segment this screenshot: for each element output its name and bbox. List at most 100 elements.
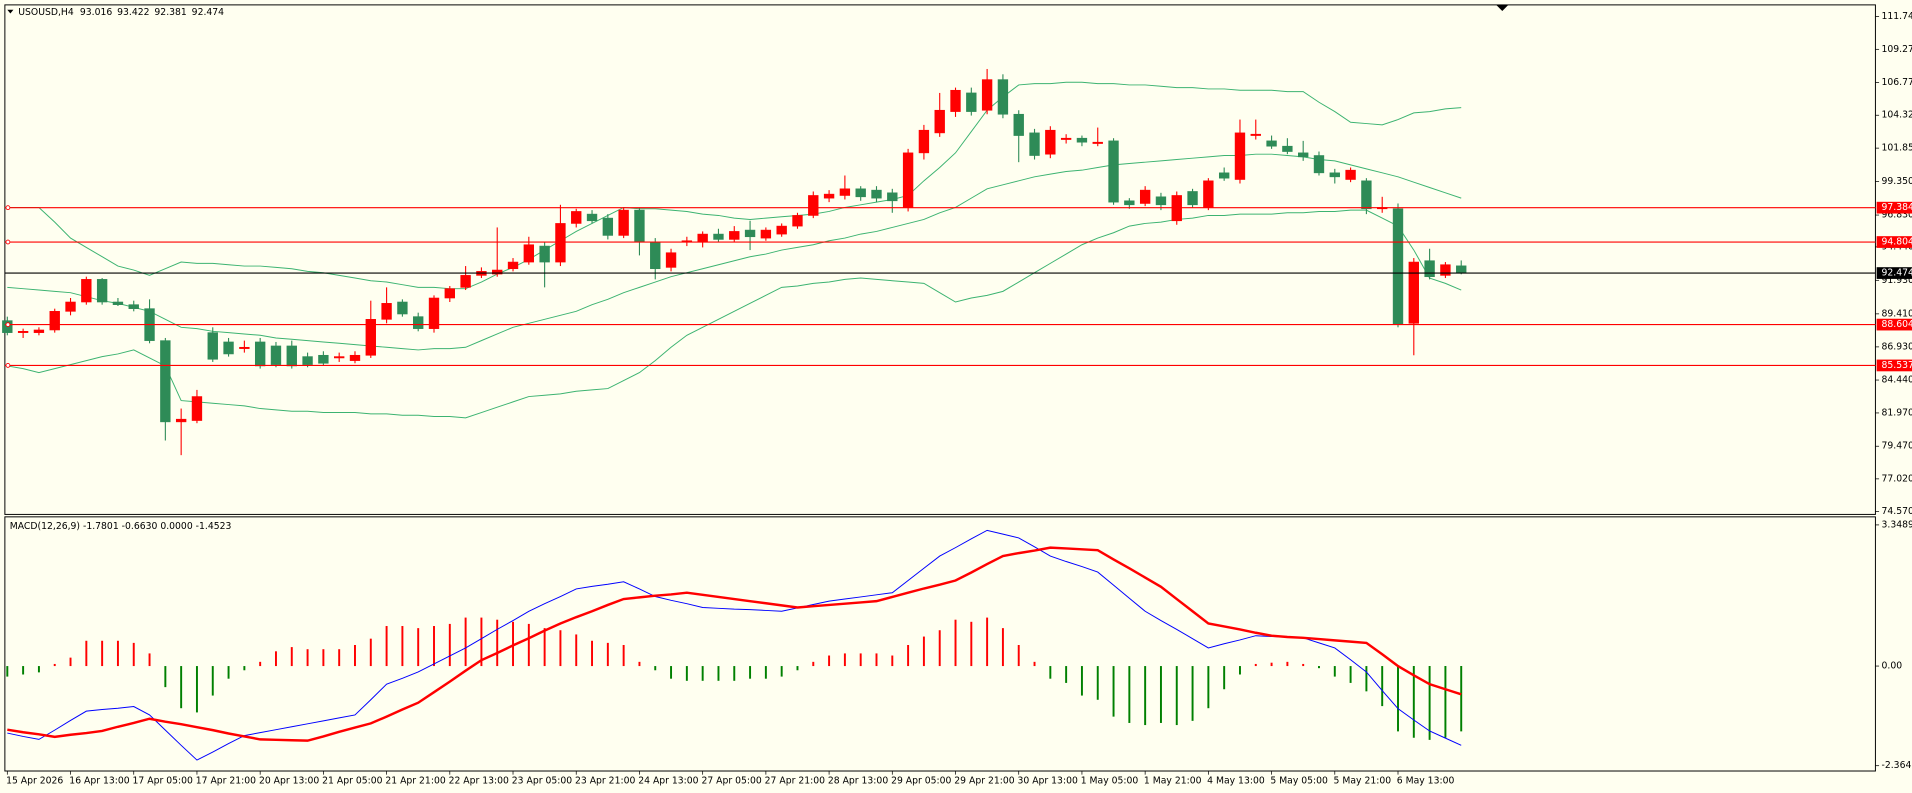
candle-body (1345, 169, 1356, 180)
candle-body (586, 213, 598, 222)
x-tick-label: 30 Apr 13:00 (1018, 775, 1078, 786)
macd-panel-frame (4, 516, 1876, 772)
collapse-arrow[interactable] (7, 9, 14, 14)
candle-body (1440, 264, 1451, 276)
x-tick-label: 21 Apr 05:00 (322, 775, 382, 786)
candle-body (634, 209, 645, 243)
macd-line (7, 529, 1462, 761)
candle-body (1361, 180, 1372, 210)
level-label: 94.804 (1882, 237, 1912, 248)
x-tick-label: 20 Apr 13:00 (259, 775, 319, 786)
open: 93.016 (80, 7, 112, 18)
candle-body (1456, 265, 1467, 274)
candle-body (839, 188, 851, 196)
low: 92.381 (154, 7, 186, 18)
candle-body (128, 304, 139, 309)
y-tick-label: 99.350 (1882, 176, 1912, 187)
candle-body (934, 109, 945, 134)
candle-body (902, 152, 914, 208)
candle-body (1392, 208, 1404, 325)
y-tick-label: 101.855 (1882, 143, 1912, 154)
candle-body (1234, 132, 1246, 180)
candle-body (397, 301, 408, 315)
x-tick-label: 1 May 21:00 (1144, 775, 1202, 786)
y-tick-label: 3.3489 (1882, 519, 1912, 530)
level-label: 97.384 (1882, 202, 1912, 213)
candle-body (1187, 191, 1198, 206)
candle-body (997, 79, 1009, 115)
x-tick-label: 1 May 05:00 (1081, 775, 1139, 786)
y-tick-label: 106.775 (1882, 77, 1912, 88)
candle-body (334, 356, 345, 359)
candle-body (871, 189, 882, 199)
candle-body (1329, 172, 1340, 178)
candle-body (507, 261, 519, 270)
y-tick-label: 77.020 (1882, 473, 1912, 484)
candle-body (1013, 113, 1024, 136)
candle-body (460, 275, 471, 288)
candle-body (96, 279, 108, 303)
x-tick-label: 23 Apr 21:00 (575, 775, 635, 786)
level-anchor (5, 322, 11, 327)
level-label-box (1876, 318, 1912, 331)
candle-body (191, 396, 203, 421)
candle-body (602, 217, 614, 236)
candle-body (1408, 261, 1419, 324)
y-tick-label: 81.970 (1882, 407, 1912, 418)
bollinger-band (7, 153, 1462, 351)
candle-body (1282, 145, 1293, 152)
current-price-label: 92.474 (1882, 268, 1912, 279)
level-label-box (1876, 236, 1912, 248)
shift-marker[interactable] (1496, 4, 1509, 11)
candle-body (365, 319, 376, 356)
level-anchor (5, 363, 11, 368)
y-tick-label: 79.470 (1882, 441, 1912, 452)
x-tick-label: 5 May 05:00 (1270, 775, 1328, 786)
candle-body (1203, 180, 1214, 208)
candle-body (1076, 137, 1088, 143)
level-anchor (5, 239, 11, 245)
candle-body (1108, 140, 1119, 203)
candle-body (950, 89, 961, 112)
x-tick-label: 5 May 21:00 (1334, 775, 1392, 786)
candle-body (381, 303, 392, 320)
candle-body (1155, 196, 1167, 206)
candle-body (1092, 141, 1103, 144)
x-tick-label: 29 Apr 05:00 (891, 775, 951, 786)
candle-body (413, 316, 424, 329)
close: 92.474 (192, 7, 224, 18)
x-tick-label: 21 Apr 21:00 (385, 775, 445, 786)
x-tick-label: 17 Apr 05:00 (133, 775, 193, 786)
x-tick-label: 6 May 13:00 (1397, 775, 1455, 786)
candle-body (855, 188, 866, 198)
candle-body (270, 345, 282, 365)
candle-body (1250, 133, 1261, 136)
level-label: 85.537 (1882, 360, 1912, 371)
y-tick-label: 0.00 (1882, 661, 1903, 672)
candle-body (239, 346, 250, 349)
y-tick-label: 74.570 (1882, 506, 1912, 517)
x-tick-label: 22 Apr 13:00 (449, 775, 509, 786)
candle-body (966, 92, 977, 112)
candle-body (286, 345, 297, 367)
level-label: 88.604 (1882, 319, 1912, 330)
x-tick-label: 16 Apr 13:00 (69, 775, 129, 786)
candle-body (318, 354, 329, 364)
x-tick-label: 15 Apr 2026 (6, 775, 63, 786)
candle-body (207, 332, 218, 360)
candle-body (1218, 172, 1230, 179)
candle-body (776, 225, 787, 235)
candle-body (428, 297, 440, 329)
candle-body (555, 223, 566, 263)
candle-body (33, 329, 45, 333)
candle-body (223, 341, 234, 355)
bollinger-band (7, 81, 1462, 290)
candle-body (349, 354, 361, 361)
candle-body (650, 241, 661, 270)
candle-body (112, 301, 124, 305)
x-tick-label: 27 Apr 05:00 (701, 775, 761, 786)
x-tick-label: 29 Apr 21:00 (954, 775, 1014, 786)
candle-body (665, 252, 677, 268)
candle-body (808, 195, 819, 216)
